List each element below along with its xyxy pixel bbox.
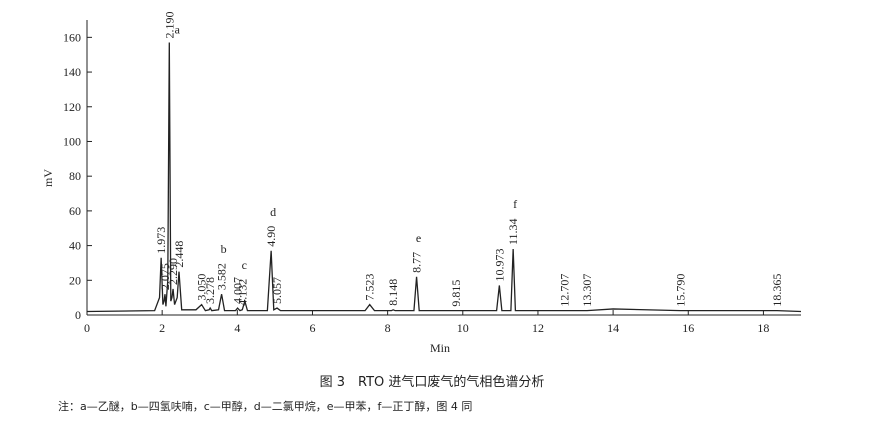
x-tick-label: 16: [682, 321, 694, 335]
peak-label: 8.77: [410, 252, 424, 273]
x-tick-label: 18: [757, 321, 769, 335]
peak-tag: c: [242, 258, 247, 272]
peak-label: 4.90: [264, 226, 278, 247]
x-tick-label: 8: [385, 321, 391, 335]
peak-label: 10.973: [492, 249, 506, 282]
peak-label: 3.278: [203, 277, 217, 304]
x-tick-label: 10: [457, 321, 469, 335]
y-tick-label: 60: [69, 204, 81, 218]
x-tick-label: 2: [159, 321, 165, 335]
peak-label: 7.523: [363, 274, 377, 301]
y-tick-label: 120: [63, 100, 81, 114]
peak-label: 2.448: [172, 241, 186, 268]
y-tick-label: 40: [69, 239, 81, 253]
y-axis-label: mV: [41, 169, 55, 187]
peak-label: 2.290: [166, 258, 180, 285]
peak-tag: e: [416, 231, 421, 245]
peak-label: 12.707: [558, 274, 572, 307]
peak-label: 4.007: [231, 277, 245, 304]
x-tick-label: 0: [84, 321, 90, 335]
peak-label: 3.582: [215, 263, 229, 290]
peak-tag: b: [221, 242, 227, 256]
peak-label: 18.365: [770, 274, 784, 307]
y-tick-label: 20: [69, 273, 81, 287]
x-axis-label: Min: [430, 341, 450, 355]
x-tick-label: 12: [532, 321, 544, 335]
peak-label: 4.132: [235, 279, 249, 306]
peak-label: 1.973: [154, 227, 168, 254]
x-tick-label: 14: [607, 321, 619, 335]
peak-label: 2.190: [162, 12, 176, 39]
caption: 图 3 RTO 进气口废气的气相色谱分析: [320, 374, 545, 390]
peak-tag: d: [270, 205, 276, 219]
peak-label: 15.790: [673, 274, 687, 307]
peak-label: 5.057: [270, 277, 284, 304]
peak-tag: a: [175, 23, 181, 37]
x-tick-label: 6: [309, 321, 315, 335]
y-tick-label: 140: [63, 65, 81, 79]
peak-label: 9.815: [449, 280, 463, 307]
peak-label: 2.075: [158, 263, 172, 290]
peak-label: 3.050: [195, 274, 209, 301]
y-tick-label: 80: [69, 169, 81, 183]
peak-label: 13.307: [580, 274, 594, 307]
peak-label: 8.148: [386, 279, 400, 306]
x-tick-label: 4: [234, 321, 240, 335]
peak-label: 11.34: [506, 218, 520, 245]
note: 注：a—乙醚，b—四氢呋喃，c—甲醇，d—二氯甲烷，e—甲苯，f—正丁醇，图 4…: [58, 399, 472, 413]
peak-tag: f: [513, 197, 517, 211]
y-tick-label: 160: [63, 30, 81, 44]
trace: [86, 42, 802, 313]
y-tick-label: 100: [63, 134, 81, 148]
y-tick-label: 0: [75, 308, 81, 322]
